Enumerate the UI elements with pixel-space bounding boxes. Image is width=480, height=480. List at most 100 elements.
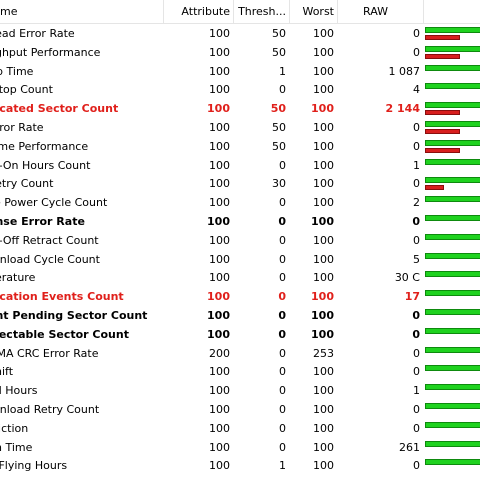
- header-attribute[interactable]: Attribute: [181, 5, 230, 18]
- health-bars: [424, 307, 480, 326]
- table-row[interactable]: Error Rate 100 50 100 0: [0, 119, 480, 138]
- column-divider[interactable]: [233, 0, 234, 24]
- raw-value: 0: [413, 421, 420, 435]
- health-bars: [424, 232, 480, 251]
- worst-value: 100: [313, 121, 334, 134]
- table-row[interactable]: rrectable Sector Count 100 0 100 0: [0, 326, 480, 345]
- raw-value: 0: [413, 459, 420, 473]
- worst-value: 100: [313, 45, 334, 59]
- header-name[interactable]: me: [0, 5, 18, 18]
- threshold-value: 0: [279, 440, 286, 454]
- worst-value: 100: [313, 27, 334, 40]
- table-row[interactable]: located Sector Count 100 50 100 2 144: [0, 100, 480, 119]
- health-bars: [424, 119, 480, 138]
- health-bar-green: [425, 83, 480, 90]
- table-row[interactable]: d Flying Hours 100 1 100 0: [0, 457, 480, 476]
- health-bar-green: [425, 215, 480, 221]
- threshold-value: 30: [272, 177, 286, 191]
- attribute-name: Read Error Rate: [0, 27, 75, 40]
- attribute-value: 100: [209, 177, 230, 191]
- table-row[interactable]: ughput Performance 100 50 100 0: [0, 44, 480, 63]
- table-row[interactable]: ent Pending Sector Count 100 0 100 0: [0, 307, 480, 326]
- table-row[interactable]: Read Error Rate 100 50 100 0: [0, 25, 480, 44]
- table-row[interactable]: -in Time 100 0 100 261: [0, 439, 480, 458]
- raw-value: 261: [399, 440, 420, 454]
- table-row[interactable]: location Events Count 100 0 100 17: [0, 288, 480, 307]
- attribute-value: 100: [209, 403, 230, 416]
- attribute-name: ce Power Cycle Count: [0, 196, 108, 210]
- health-bars: [424, 44, 480, 63]
- raw-value: 0: [413, 403, 420, 416]
- raw-value: 1 087: [388, 64, 421, 78]
- column-divider[interactable]: [337, 0, 338, 24]
- threshold-value: 0: [279, 233, 286, 247]
- threshold-value: 0: [279, 365, 286, 379]
- health-bar-green: [425, 196, 480, 203]
- table-row[interactable]: Up Time 100 1 100 1 087: [0, 63, 480, 82]
- column-divider[interactable]: [289, 0, 290, 24]
- table-row[interactable]: ce Power Cycle Count 100 0 100 2: [0, 194, 480, 213]
- health-bar-green: [425, 440, 480, 447]
- attribute-value: 100: [209, 440, 230, 454]
- health-bar-green: [425, 327, 480, 334]
- worst-value: 100: [313, 421, 334, 435]
- health-bar-green: [425, 384, 480, 391]
- table-row[interactable]: perature 100 0 100 30 C: [0, 269, 480, 288]
- health-bars: [424, 345, 480, 364]
- column-header: me Attribute Thresh... Worst RAW: [0, 0, 480, 24]
- raw-value: 0: [413, 45, 420, 59]
- header-threshold[interactable]: Thresh...: [238, 5, 286, 18]
- table-row[interactable]: /Unload Retry Count 100 0 100 0: [0, 401, 480, 420]
- header-worst[interactable]: Worst: [302, 5, 334, 18]
- threshold-value: 1: [279, 459, 286, 473]
- column-divider[interactable]: [423, 0, 424, 24]
- threshold-value: 1: [279, 64, 286, 78]
- attribute-name: /Unload Cycle Count: [0, 252, 100, 266]
- table-row[interactable]: Time Performance 100 50 100 0: [0, 138, 480, 157]
- attribute-value: 100: [209, 196, 230, 210]
- health-bar-green: [425, 158, 480, 165]
- table-row[interactable]: /Unload Cycle Count 100 0 100 5: [0, 251, 480, 270]
- raw-value: 30 C: [394, 271, 420, 285]
- health-bar-green: [425, 421, 480, 428]
- worst-value: 253: [313, 346, 334, 360]
- worst-value: 100: [313, 158, 334, 172]
- attribute-name: Time Performance: [0, 139, 89, 153]
- table-row[interactable]: Retry Count 100 30 100 0: [0, 175, 480, 194]
- attribute-value: 100: [209, 459, 230, 473]
- table-row[interactable]: ed Hours 100 0 100 1: [0, 382, 480, 401]
- threshold-bar-red: [425, 35, 460, 40]
- table-row[interactable]: DMA CRC Error Rate 200 0 253 0: [0, 345, 480, 364]
- health-bar-green: [425, 121, 480, 127]
- attribute-value: 100: [207, 309, 230, 322]
- attribute-value: 100: [207, 215, 230, 228]
- attribute-value: 100: [209, 252, 230, 266]
- worst-value: 100: [313, 252, 334, 266]
- raw-value: 2 144: [385, 102, 420, 116]
- attribute-value: 100: [209, 158, 230, 172]
- threshold-value: 0: [278, 290, 286, 304]
- table-row[interactable]: Shift 100 0 100 0: [0, 363, 480, 382]
- table-row[interactable]: Friction 100 0 100 0: [0, 420, 480, 439]
- attribute-name: er-Off Retract Count: [0, 233, 99, 247]
- health-bar-green: [425, 233, 480, 240]
- raw-value: 0: [413, 365, 420, 379]
- table-row[interactable]: er-On Hours Count 100 0 100 1: [0, 157, 480, 176]
- worst-value: 100: [313, 139, 334, 153]
- health-bars: [424, 63, 480, 82]
- threshold-value: 50: [272, 27, 286, 40]
- threshold-value: 50: [270, 102, 286, 116]
- column-divider[interactable]: [163, 0, 164, 24]
- threshold-bar-red: [425, 129, 460, 134]
- threshold-bar-red: [425, 53, 460, 59]
- table-row[interactable]: /Stop Count 100 0 100 4: [0, 81, 480, 100]
- attribute-value: 100: [209, 384, 230, 398]
- health-bars: [424, 194, 480, 213]
- attribute-value: 100: [207, 290, 230, 304]
- attribute-name: /Stop Count: [0, 83, 53, 97]
- threshold-value: 0: [279, 252, 286, 266]
- worst-value: 100: [313, 459, 334, 473]
- table-row[interactable]: ense Error Rate 100 0 100 0: [0, 213, 480, 232]
- table-row[interactable]: er-Off Retract Count 100 0 100 0: [0, 232, 480, 251]
- header-raw[interactable]: RAW: [363, 5, 388, 18]
